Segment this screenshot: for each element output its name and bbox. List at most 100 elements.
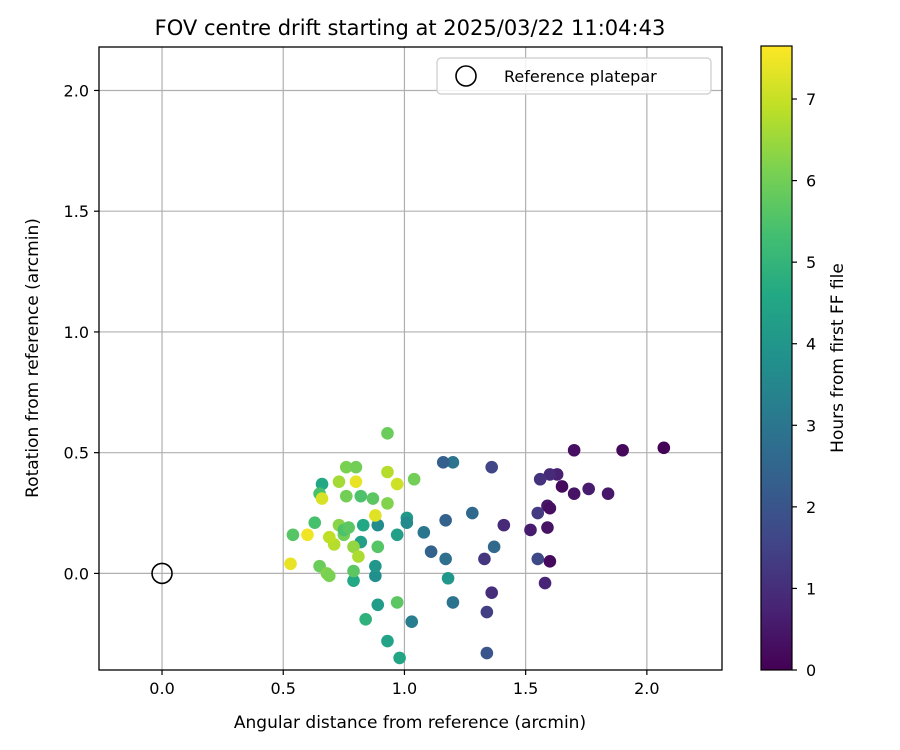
data-point <box>369 569 382 583</box>
colorbar-gradient <box>760 45 793 671</box>
data-point <box>478 552 491 566</box>
data-point <box>480 646 494 660</box>
legend-marker-icon <box>455 65 477 87</box>
x-tick-label: 0.0 <box>149 679 174 698</box>
data-point <box>339 489 353 503</box>
data-point <box>485 586 499 600</box>
y-tick-label: 0.5 <box>64 444 89 463</box>
x-tick-label: 1.0 <box>392 679 417 698</box>
data-point <box>390 528 404 542</box>
data-point <box>439 513 452 527</box>
data-point <box>381 497 394 510</box>
colorbar-tick-label: 3 <box>806 416 816 435</box>
data-point <box>531 552 545 566</box>
data-point <box>616 443 629 457</box>
data-point <box>441 571 455 585</box>
data-point <box>371 518 385 532</box>
y-axis-ticks: 0.0 0.5 1.0 1.5 2.0 <box>64 81 99 583</box>
x-axis-ticks: 0.0 0.5 1.0 1.5 2.0 <box>149 670 660 698</box>
data-point <box>381 465 394 479</box>
colorbar-tick-label: 6 <box>806 172 816 191</box>
data-point <box>381 427 394 440</box>
data-point <box>347 574 360 587</box>
data-point <box>538 576 552 590</box>
legend: Reference platepar <box>436 57 712 95</box>
data-point <box>339 460 353 474</box>
data-point <box>567 487 581 501</box>
data-point <box>349 475 363 488</box>
x-tick-label: 1.5 <box>513 679 538 698</box>
y-tick-label: 1.5 <box>64 202 89 221</box>
data-point <box>446 456 460 469</box>
colorbar-ticks: 0 1 2 3 4 5 6 7 <box>792 90 816 680</box>
data-point <box>286 528 300 542</box>
data-point <box>393 651 406 665</box>
data-point <box>371 598 385 612</box>
colorbar-tick-label: 5 <box>806 253 816 272</box>
data-point <box>342 521 355 534</box>
y-axis-label: Rotation from reference (arcmin) <box>23 218 43 498</box>
data-point <box>417 526 431 539</box>
data-point <box>381 634 394 648</box>
data-point <box>497 518 511 532</box>
data-point <box>533 472 547 486</box>
data-point <box>371 540 385 554</box>
data-point <box>315 492 329 505</box>
data-point <box>354 489 368 503</box>
data-point <box>352 550 365 563</box>
data-point <box>400 516 414 530</box>
data-point <box>315 477 329 491</box>
data-point <box>407 472 421 486</box>
data-point <box>284 557 297 571</box>
data-point <box>359 612 372 626</box>
data-point <box>480 605 494 619</box>
colorbar-tick-label: 4 <box>806 335 816 354</box>
data-point <box>555 480 569 493</box>
data-point <box>543 555 557 568</box>
colorbar-tick-label: 2 <box>806 498 816 517</box>
data-point <box>308 516 322 530</box>
data-point <box>369 559 382 573</box>
data-point <box>446 596 460 609</box>
data-point <box>541 521 554 534</box>
data-point <box>405 615 419 629</box>
data-point <box>543 501 557 515</box>
x-tick-label: 0.5 <box>271 679 296 698</box>
data-point <box>390 596 404 609</box>
data-point <box>347 564 360 578</box>
y-tick-label: 1.0 <box>64 323 89 342</box>
data-point <box>322 569 336 583</box>
data-point <box>424 545 438 558</box>
data-point <box>436 456 450 469</box>
data-point <box>347 540 360 554</box>
colorbar-tick-label: 0 <box>806 661 816 680</box>
grid-lines <box>99 47 722 670</box>
legend-label: Reference platepar <box>504 67 657 86</box>
data-point <box>322 530 336 544</box>
data-point <box>301 528 314 542</box>
colorbar: 0 1 2 3 4 5 6 7 Hours from first FF file <box>760 45 848 680</box>
data-point <box>390 477 404 491</box>
x-tick-label: 2.0 <box>634 679 659 698</box>
data-point <box>531 506 545 520</box>
data-point <box>349 460 363 474</box>
legend-box <box>436 57 712 95</box>
data-point <box>439 552 452 566</box>
data-point <box>601 487 615 501</box>
colorbar-tick-label: 1 <box>806 579 816 598</box>
data-point <box>485 460 499 474</box>
data-point <box>466 506 479 520</box>
data-point <box>657 441 671 455</box>
data-point <box>543 468 557 481</box>
chart-title: FOV centre drift starting at 2025/03/22 … <box>155 16 666 40</box>
data-point <box>356 518 370 532</box>
reference-platepar-marker <box>151 562 173 585</box>
data-point <box>366 492 380 505</box>
colorbar-tick-label: 7 <box>806 90 816 109</box>
x-axis-label: Angular distance from reference (arcmin) <box>234 713 586 733</box>
data-points <box>284 427 671 665</box>
plot-frame <box>98 46 723 671</box>
colorbar-label: Hours from first FF file <box>828 263 848 453</box>
data-point <box>332 475 346 488</box>
